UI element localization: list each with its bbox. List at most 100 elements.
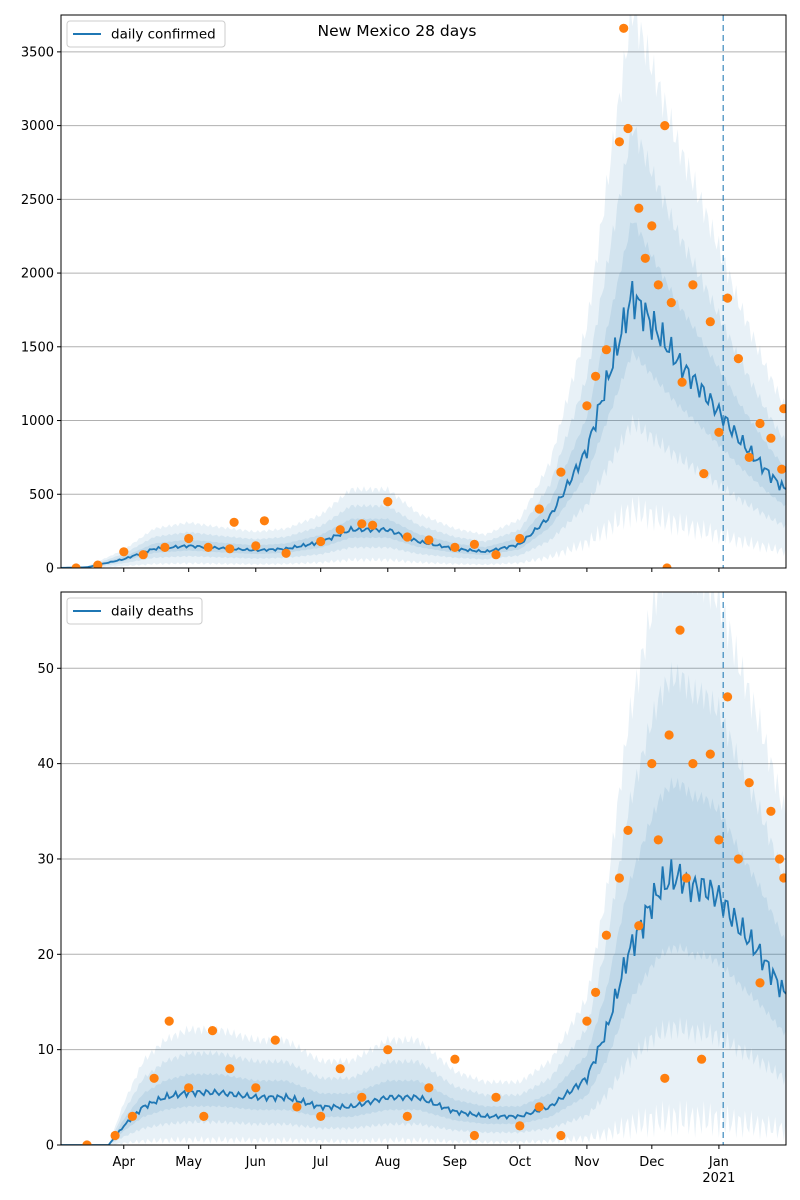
chart-title: New Mexico 28 days [317, 22, 476, 40]
data-point [705, 317, 715, 327]
data-point [634, 203, 644, 213]
y-tick-label: 30 [37, 852, 54, 867]
data-point [662, 563, 672, 568]
data-point [225, 1064, 235, 1074]
data-point [697, 1054, 707, 1064]
data-point [225, 544, 235, 554]
data-point [491, 550, 501, 560]
data-point [660, 1073, 670, 1083]
confidence-band-outer [61, 15, 786, 568]
data-point [634, 921, 644, 931]
data-point [292, 1102, 302, 1112]
legend-label-confirmed: daily confirmed [111, 27, 216, 43]
y-tick-label: 40 [37, 757, 54, 772]
data-point [755, 418, 765, 429]
data-point [591, 371, 601, 381]
y-tick-label: 1000 [21, 414, 54, 429]
y-tick-label: 2000 [21, 267, 54, 282]
bottom-panel: 0 10 20 30 40 50 Apr May Jun Jul Aug Sep Oct Nov Dec J… [37, 591, 787, 1186]
data-point [699, 469, 709, 479]
x-tick-label: Aug [375, 1155, 400, 1170]
data-point [677, 377, 687, 387]
x-tick-label: Dec [639, 1155, 664, 1170]
y-tick-label: 500 [29, 488, 54, 503]
data-point [450, 542, 460, 553]
data-point [623, 123, 633, 134]
data-point [714, 427, 724, 437]
y-tick-label: 50 [37, 662, 54, 677]
x-tick-label: Jun [245, 1155, 266, 1170]
data-point [688, 759, 698, 769]
data-point [614, 137, 625, 147]
data-point [660, 121, 670, 131]
data-point [744, 778, 754, 788]
bottom-gridlines [61, 667, 786, 1051]
data-point [688, 280, 698, 290]
data-point [653, 280, 663, 290]
bottom-plot-area [61, 592, 786, 1145]
legend-box [66, 20, 226, 48]
confidence-band-middle [61, 125, 786, 568]
data-point [666, 298, 676, 308]
top-axes-frame [60, 14, 787, 569]
data-point [744, 452, 754, 462]
data-point [424, 1083, 434, 1093]
x-tick-label: Nov [574, 1155, 600, 1170]
data-point [450, 1054, 460, 1064]
data-point [779, 873, 786, 883]
data-point [591, 987, 601, 998]
data-point [556, 1130, 566, 1141]
data-point [582, 401, 592, 411]
data-point [647, 221, 657, 231]
data-point [755, 978, 765, 988]
data-point [402, 532, 412, 542]
legend-box [66, 597, 203, 625]
data-point [357, 519, 367, 529]
daily-deaths-points [82, 625, 786, 1145]
y-tick-label: 1500 [21, 340, 54, 355]
data-point [681, 873, 692, 883]
data-point [623, 825, 633, 836]
data-point [723, 692, 733, 702]
data-point [653, 835, 663, 845]
data-point [259, 516, 269, 526]
data-point [424, 535, 434, 545]
data-point [779, 404, 786, 414]
data-point [127, 1111, 137, 1121]
data-point [316, 536, 326, 547]
data-point [534, 504, 544, 514]
y-tick-label: 2500 [21, 193, 54, 208]
data-point [281, 548, 291, 558]
data-point [164, 1016, 174, 1026]
data-point [270, 1035, 280, 1045]
y-tick-label: 10 [37, 1043, 54, 1058]
x-tick-label: Sep [443, 1155, 468, 1170]
daily-confirmed-line [61, 280, 786, 568]
data-point [733, 354, 744, 364]
data-point [316, 1111, 326, 1121]
x-tick-label: Jul [312, 1155, 329, 1170]
data-point [184, 533, 194, 544]
data-point [619, 23, 629, 33]
data-point [714, 835, 724, 845]
y-tick-label: 3000 [21, 119, 54, 134]
y-tick-label: 0 [46, 1139, 54, 1154]
data-point [766, 433, 776, 443]
top-x-ticks [123, 568, 720, 572]
data-point [723, 293, 733, 303]
data-point [357, 1092, 367, 1102]
data-point [93, 560, 103, 568]
data-point [640, 253, 650, 263]
data-point [110, 1130, 120, 1141]
data-point [515, 533, 525, 544]
data-point [335, 525, 345, 535]
data-point [774, 854, 785, 864]
data-point [601, 930, 612, 940]
data-point [647, 759, 657, 769]
data-point [160, 542, 170, 553]
bottom-y-ticks: 0 10 20 30 40 50 [37, 662, 61, 1154]
data-point [705, 749, 715, 759]
data-point [491, 1092, 501, 1102]
data-point [534, 1102, 544, 1112]
